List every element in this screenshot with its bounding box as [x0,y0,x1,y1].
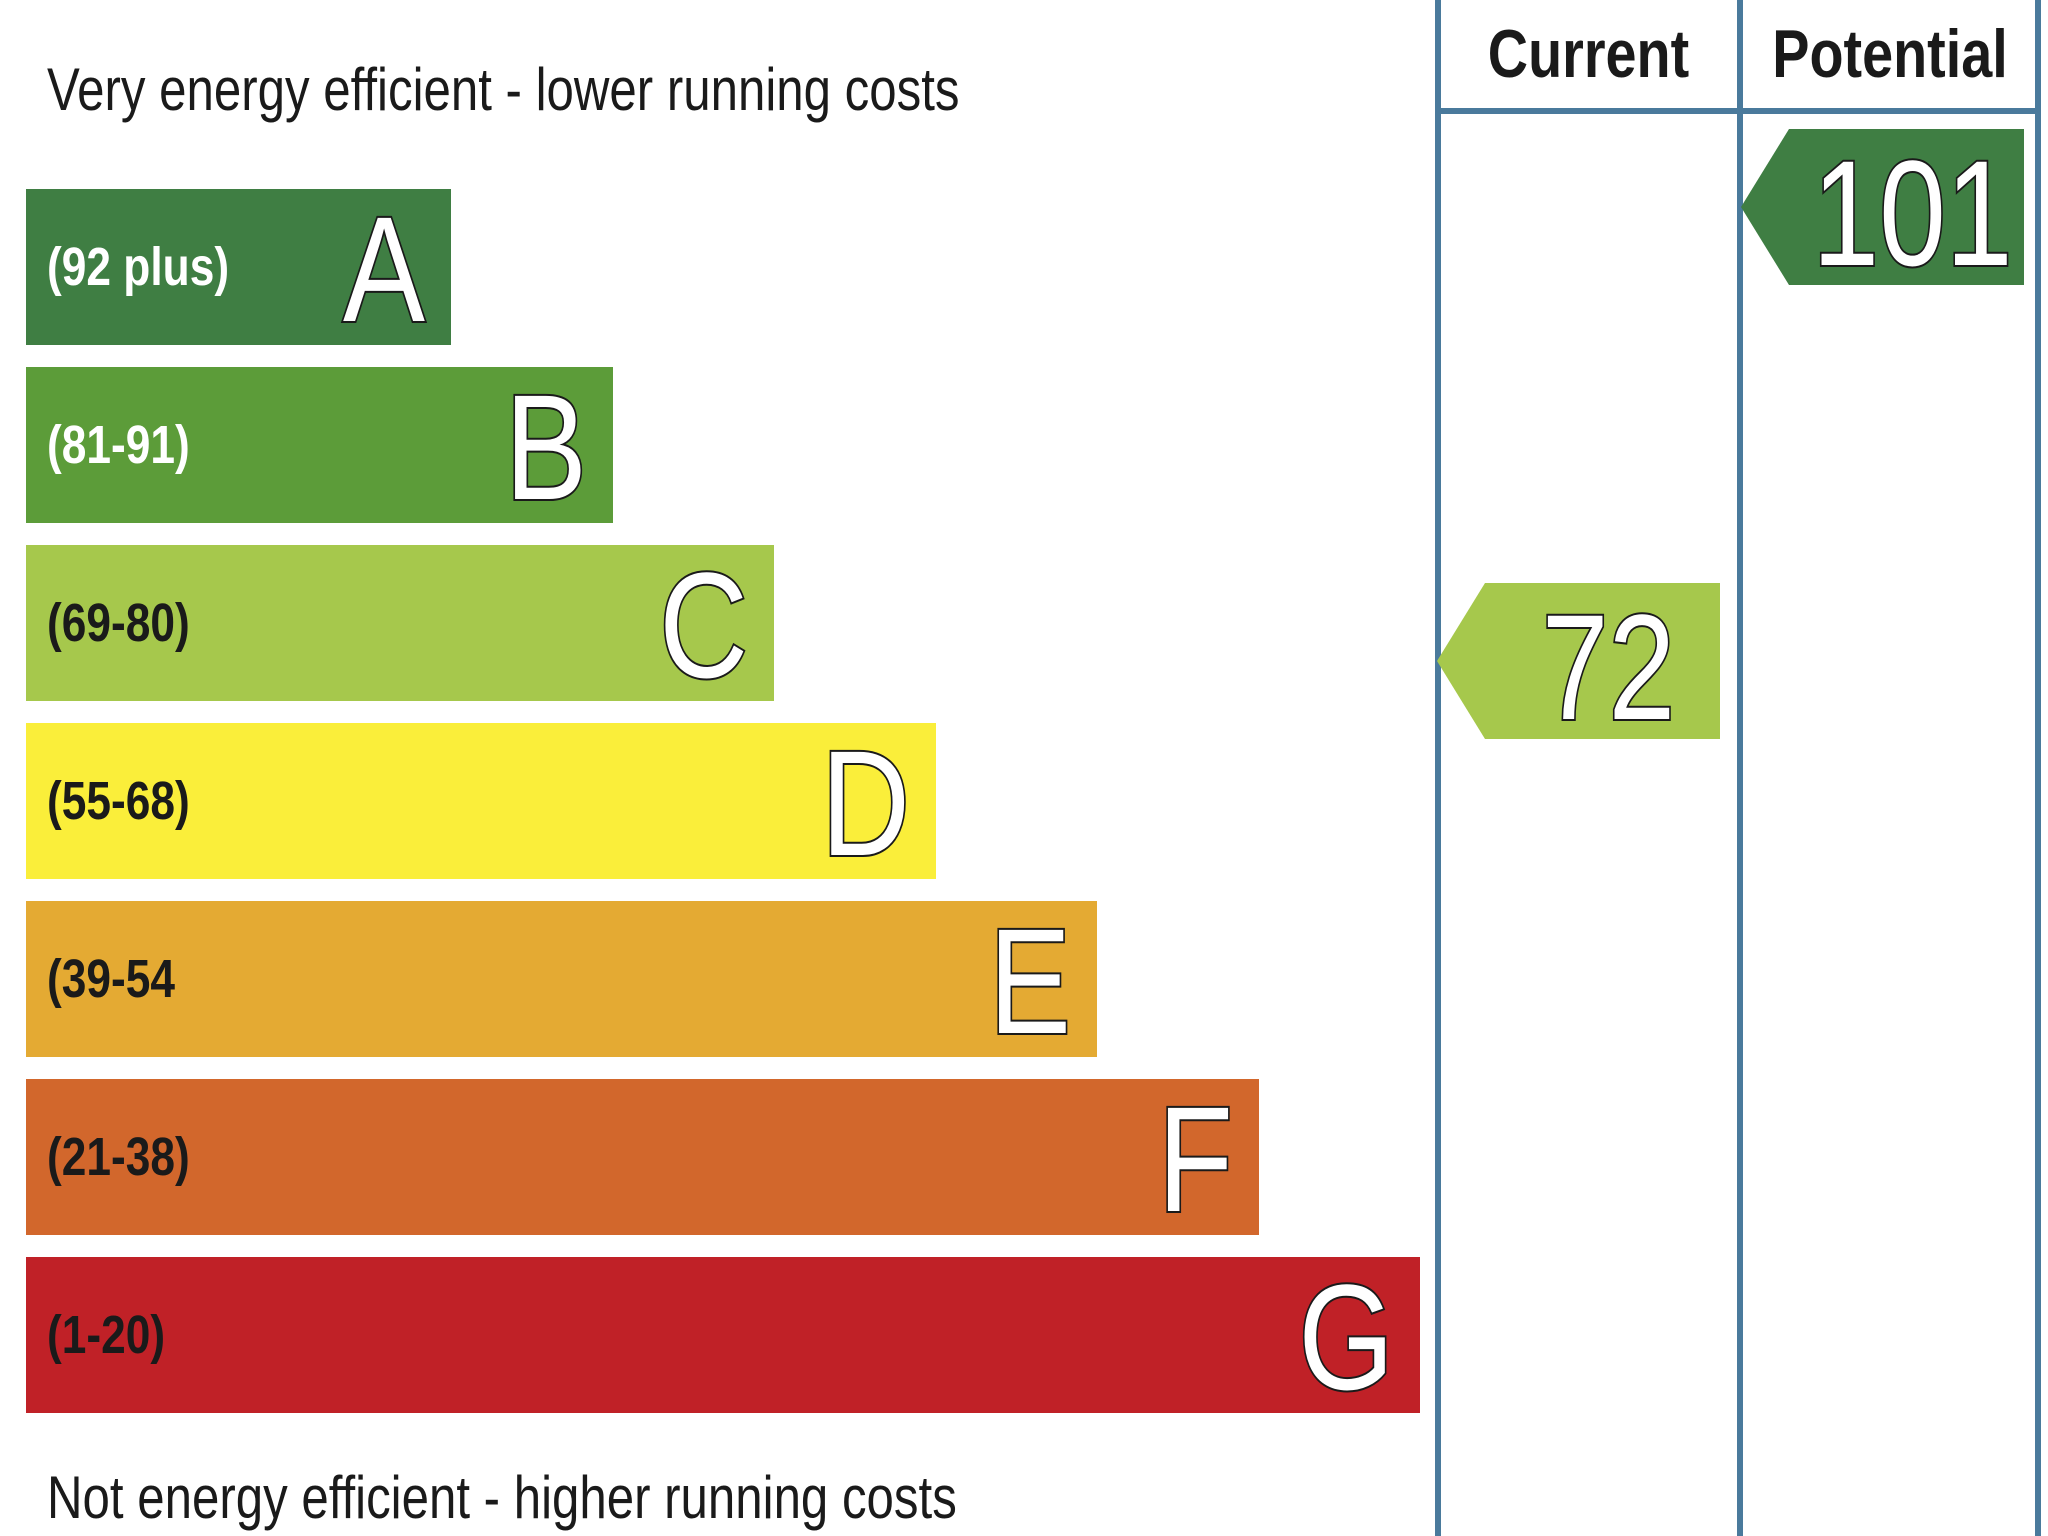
svg-text:101: 101 [1812,129,2012,285]
svg-text:72: 72 [1542,583,1675,739]
band-list: (92 plus) A (81-91) B (69-80) C (55-68) D (39-54… [26,185,1420,1424]
band-b-letter: B [459,363,599,534]
band-f: (21-38) F [26,1075,1259,1246]
header-rule [1435,108,2041,114]
band-a-range: (92 plus) [47,237,230,297]
svg-text:C: C [659,545,748,701]
svg-text:A: A [343,189,425,345]
svg-text:B: B [504,367,586,523]
column-divider-right [2035,0,2041,1536]
caption-very-efficient: Very energy efficient - lower running co… [47,56,960,123]
svg-text:G: G [1298,1257,1394,1413]
column-header-current: Current [1487,16,1690,92]
rating-indicator-potential: 101 [1741,127,2024,299]
band-a-letter: A [297,185,437,356]
band-c: (69-80) C [26,541,774,712]
band-g-letter: G [1266,1253,1406,1424]
band-a: (92 plus) A [26,185,451,356]
caption-not-efficient: Not energy efficient - higher running co… [47,1464,957,1531]
band-d-letter: D [782,719,922,890]
band-f-range: (21-38) [47,1127,190,1187]
band-b: (81-91) B [26,363,613,534]
band-e-range: (39-54 [47,949,175,1009]
band-c-letter: C [620,541,760,712]
column-divider-middle [1737,0,1743,1536]
band-c-range: (69-80) [47,593,190,653]
band-e-letter: E [943,897,1083,1068]
band-e: (39-54 E [26,897,1097,1068]
rating-indicator-current: 72 [1437,581,1720,753]
svg-text:D: D [821,723,910,879]
svg-text:E: E [989,901,1071,1057]
band-f-letter: F [1105,1075,1245,1246]
band-g: (1-20) G [26,1253,1420,1424]
band-g-range: (1-20) [47,1305,166,1365]
column-header-potential: Potential [1772,16,2008,92]
band-b-range: (81-91) [47,415,190,475]
band-d: (55-68) D [26,719,936,890]
band-d-range: (55-68) [47,771,190,831]
svg-text:F: F [1157,1079,1232,1235]
